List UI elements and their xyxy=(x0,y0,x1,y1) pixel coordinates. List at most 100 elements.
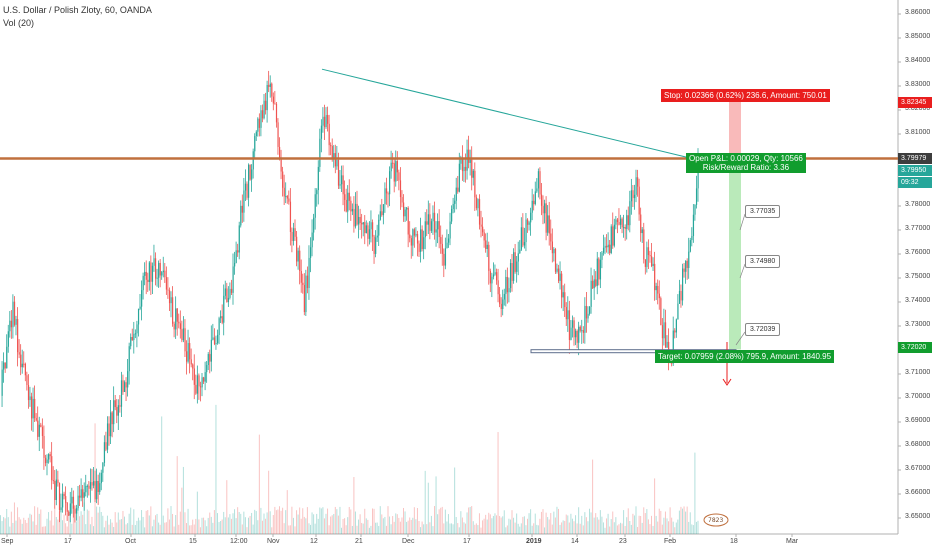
candle-body xyxy=(341,175,343,185)
candle-body xyxy=(209,354,211,362)
candle-body xyxy=(151,265,154,282)
candle-body xyxy=(362,222,364,225)
candle-body xyxy=(356,203,358,225)
volume-bar xyxy=(223,511,225,534)
candle-body xyxy=(353,208,355,227)
volume-bar xyxy=(110,519,112,534)
target-label[interactable]: Target: 0.07959 (2.08%) 795.9, Amount: 1… xyxy=(655,350,835,363)
candle-body xyxy=(271,83,273,97)
candle-body xyxy=(3,362,5,370)
price-tick-label: 3.68000 xyxy=(905,441,931,448)
candle-body xyxy=(502,299,504,310)
volume-bar xyxy=(165,522,167,534)
volume-bar xyxy=(468,507,470,534)
candle-body xyxy=(52,480,54,482)
volume-bar xyxy=(382,518,384,534)
volume-bar xyxy=(556,506,558,534)
candle-body xyxy=(66,502,68,512)
volume-bar xyxy=(540,511,542,534)
volume-bar xyxy=(88,510,90,534)
candle-body xyxy=(609,244,611,253)
volume-bar xyxy=(444,509,446,534)
candle-body xyxy=(689,240,691,252)
candle-body xyxy=(350,200,352,212)
volume-bar xyxy=(241,524,243,534)
price-tick-label: 3.84000 xyxy=(905,57,931,64)
volume-bar xyxy=(65,523,67,534)
volume-bar xyxy=(89,524,91,534)
volume-bar xyxy=(353,477,355,534)
volume-bar xyxy=(385,525,387,534)
candle-body xyxy=(410,238,412,246)
candle-body xyxy=(167,289,169,291)
volume-bar xyxy=(458,527,460,534)
volume-bar xyxy=(296,510,298,534)
candle-body xyxy=(449,221,451,239)
volume-bar xyxy=(203,517,205,534)
volume-bar xyxy=(548,519,550,534)
volume-bar xyxy=(570,513,572,534)
candle-body xyxy=(283,187,285,197)
volume-bar xyxy=(633,515,635,534)
volume-bar xyxy=(254,509,256,534)
candle-body xyxy=(465,166,467,171)
time-tick-label: 17 xyxy=(64,538,72,545)
volume-bar xyxy=(627,508,629,534)
candle-body xyxy=(578,326,580,343)
candle-body xyxy=(691,236,693,241)
candle-body xyxy=(485,240,487,250)
candle-body xyxy=(522,227,524,246)
candle-body xyxy=(344,194,346,200)
volume-bar xyxy=(585,517,587,534)
candle-body xyxy=(354,203,357,227)
volume-bar xyxy=(179,511,181,534)
candle-body xyxy=(40,424,42,428)
volume-indicator-label[interactable]: Vol (20) xyxy=(3,18,35,28)
volume-bar xyxy=(522,516,524,534)
price-callout[interactable]: 3.72039 xyxy=(745,323,781,336)
candle-body xyxy=(207,354,209,366)
stop-label[interactable]: Stop: 0.02366 (0.62%) 236.6, Amount: 750… xyxy=(661,89,830,102)
volume-bar xyxy=(97,512,99,534)
candle-body xyxy=(548,215,550,234)
price-tick-label: 3.69000 xyxy=(905,417,931,424)
candle-body xyxy=(547,215,549,233)
open-pnl-label[interactable]: Open P&L: 0.00029, Qty: 10566 Risk/Rewar… xyxy=(686,153,806,173)
volume-bar xyxy=(204,520,206,534)
candle-body xyxy=(688,251,690,268)
candle-body xyxy=(426,221,428,225)
volume-bar xyxy=(66,526,68,534)
candle-body xyxy=(274,103,276,105)
volume-bar xyxy=(547,517,549,534)
candle-body xyxy=(268,84,270,87)
volume-bar xyxy=(523,516,525,534)
price-callout[interactable]: 3.74980 xyxy=(745,255,781,268)
candle-body xyxy=(299,250,301,271)
volume-bar xyxy=(195,518,197,534)
volume-bar xyxy=(474,524,476,534)
volume-bar xyxy=(134,525,136,534)
volume-bar xyxy=(412,517,414,534)
candle-body xyxy=(96,480,98,500)
candle-body xyxy=(466,149,468,171)
price-callout[interactable]: 3.77035 xyxy=(745,205,781,218)
volume-bar xyxy=(472,521,474,534)
volume-bar xyxy=(652,525,654,534)
candle-body xyxy=(229,288,231,298)
candle-body xyxy=(305,275,307,313)
volume-bar xyxy=(686,506,688,534)
volume-bar xyxy=(364,508,366,534)
volume-bar xyxy=(544,527,546,534)
volume-bar xyxy=(675,522,677,534)
candle-body xyxy=(682,268,684,301)
volume-bar xyxy=(280,510,282,534)
volume-bar xyxy=(15,520,17,534)
candle-body xyxy=(506,276,509,293)
candle-body xyxy=(494,272,496,275)
candle-body xyxy=(134,333,137,335)
candle-body xyxy=(272,96,274,104)
volume-bar xyxy=(75,521,77,534)
volume-bar xyxy=(624,526,626,534)
symbol-title[interactable]: U.S. Dollar / Polish Zloty, 60, OANDA xyxy=(3,5,152,15)
